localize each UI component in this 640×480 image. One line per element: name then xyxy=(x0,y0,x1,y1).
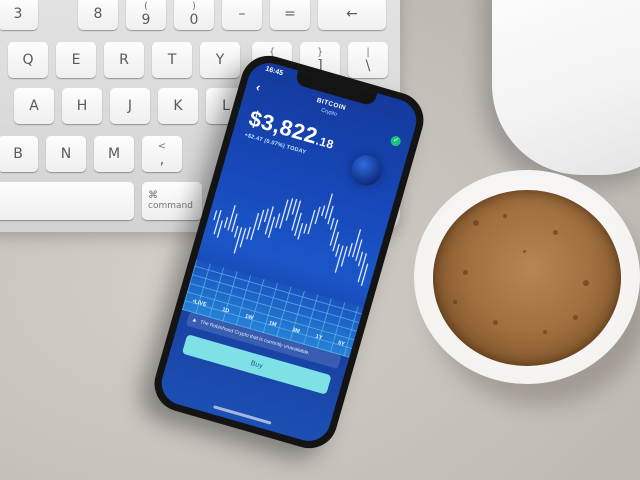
chart-candle xyxy=(334,245,344,273)
key-m[interactable]: M xyxy=(94,136,134,172)
chart-candle xyxy=(279,199,289,229)
chart-candle xyxy=(233,227,243,254)
chart-candle xyxy=(329,217,335,230)
chart-candle xyxy=(351,229,362,258)
key-y[interactable]: Y xyxy=(200,42,240,78)
chart-candle xyxy=(347,242,353,257)
key-n[interactable]: N xyxy=(46,136,86,172)
foam-bubble xyxy=(453,300,457,304)
key-9[interactable]: (9 xyxy=(126,0,166,30)
key-comma[interactable]: <, xyxy=(142,136,182,172)
chart-candle xyxy=(357,253,368,283)
foam-bubble xyxy=(553,230,558,235)
chart-candle xyxy=(257,209,265,231)
command-key[interactable]: ⌘ command xyxy=(142,182,202,220)
space-bar[interactable] xyxy=(0,182,134,220)
key-b[interactable]: B xyxy=(0,136,38,172)
chart-candle xyxy=(213,209,222,235)
smartphone: 16:45 ‹ BITCOIN Crypto ✓ $3,822.18 +$2.4… xyxy=(147,49,431,455)
chart-candle xyxy=(285,198,294,221)
key-equals[interactable]: = xyxy=(270,0,310,30)
key-r[interactable]: R xyxy=(104,42,144,78)
command-symbol-icon: ⌘ xyxy=(148,190,158,201)
chart-candle xyxy=(233,225,239,238)
chart-candle xyxy=(303,223,308,234)
price-chart xyxy=(213,193,369,286)
foam-bubble xyxy=(583,280,589,286)
key-3[interactable]: 3 xyxy=(0,0,38,30)
chart-candle xyxy=(294,212,302,237)
chart-candle xyxy=(216,220,223,238)
foam-bubble xyxy=(523,250,526,253)
key-8[interactable]: 8 xyxy=(78,0,118,30)
chart-candle xyxy=(360,263,369,286)
chart-candle xyxy=(291,198,298,215)
chart-candle xyxy=(307,209,316,235)
phone-screen: 16:45 ‹ BITCOIN Crypto ✓ $3,822.18 +$2.4… xyxy=(156,57,422,447)
chart-candle xyxy=(324,193,333,219)
chart-candle xyxy=(327,205,334,225)
status-time: 16:45 xyxy=(264,65,284,78)
foam-bubble xyxy=(543,330,547,334)
check-icon: ✓ xyxy=(389,134,402,148)
key-q[interactable]: Q xyxy=(8,42,48,78)
key-backslash[interactable]: | \ xyxy=(348,42,388,78)
chart-candle xyxy=(231,213,238,233)
chart-candle xyxy=(335,243,340,257)
foam-bubble xyxy=(573,315,578,320)
key-t[interactable]: T xyxy=(152,42,192,78)
chart-candle xyxy=(275,213,281,229)
key-k[interactable]: K xyxy=(158,88,198,124)
phone-wrap: 16:45 ‹ BITCOIN Crypto ✓ $3,822.18 +$2.4… xyxy=(147,49,431,455)
computer-mouse xyxy=(492,0,640,175)
home-indicator xyxy=(213,405,272,425)
foam-bubble xyxy=(463,270,468,275)
chart-candle xyxy=(297,222,304,240)
key-a[interactable]: A xyxy=(14,88,54,124)
chart-candle xyxy=(267,216,276,238)
chart-candle xyxy=(329,219,339,246)
coffee-surface xyxy=(433,190,621,366)
key-h[interactable]: H xyxy=(62,88,102,124)
chart-candle xyxy=(340,246,348,267)
key-j[interactable]: J xyxy=(110,88,150,124)
chart-candle xyxy=(263,208,269,223)
chart-candle xyxy=(314,206,321,225)
warning-icon: ▲ xyxy=(190,316,199,325)
chart-candle xyxy=(332,231,340,252)
chart-candle xyxy=(264,206,274,235)
chart-candle xyxy=(291,200,302,231)
chart-candle xyxy=(355,239,363,261)
chart-candle xyxy=(213,210,218,221)
chart-candle xyxy=(227,205,236,231)
chart-candle xyxy=(321,205,326,217)
foam-bubble xyxy=(493,320,498,325)
key-e[interactable]: E xyxy=(56,42,96,78)
chart-candle xyxy=(239,227,247,248)
chart-candle xyxy=(250,212,260,241)
foam-bubble xyxy=(473,220,479,226)
key-0[interactable]: ) 0 xyxy=(174,0,214,30)
chart-candle xyxy=(246,226,251,240)
key-minus[interactable]: – xyxy=(222,0,262,30)
foam-bubble xyxy=(503,214,507,218)
chart-candle xyxy=(357,251,364,267)
delete-key[interactable]: ← xyxy=(318,0,386,30)
chart-candle xyxy=(223,217,229,228)
